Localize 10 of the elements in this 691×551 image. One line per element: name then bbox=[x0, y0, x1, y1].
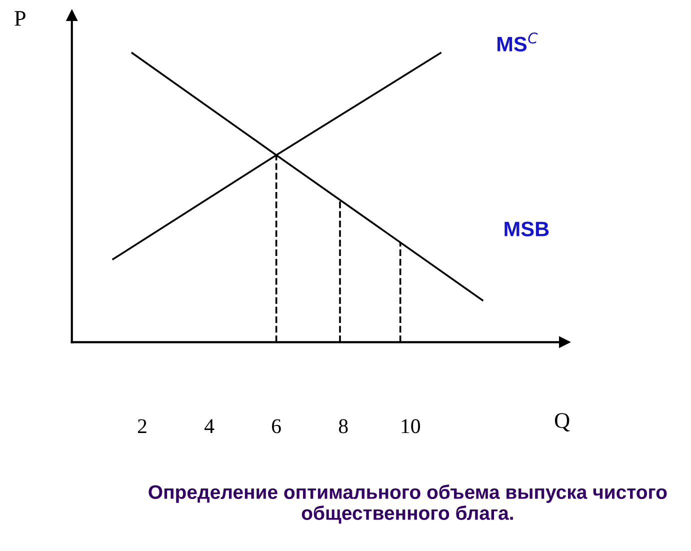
text: MSB bbox=[504, 222, 549, 236]
x-tick-label: 2 bbox=[138, 419, 146, 434]
x-tick-label: 8 bbox=[338, 419, 348, 434]
y-axis-title: P bbox=[14, 11, 26, 26]
x-axis-title: Q bbox=[554, 413, 570, 432]
x-tick-label: 4 bbox=[204, 419, 214, 434]
x-tick-label: 6 bbox=[272, 419, 281, 434]
x-tick-label: 10 bbox=[402, 419, 420, 434]
text: MS$^{C}$ bbox=[497, 32, 538, 52]
text: Определение оптимального объема выпуска чистого общественного блага. bbox=[148, 484, 667, 524]
